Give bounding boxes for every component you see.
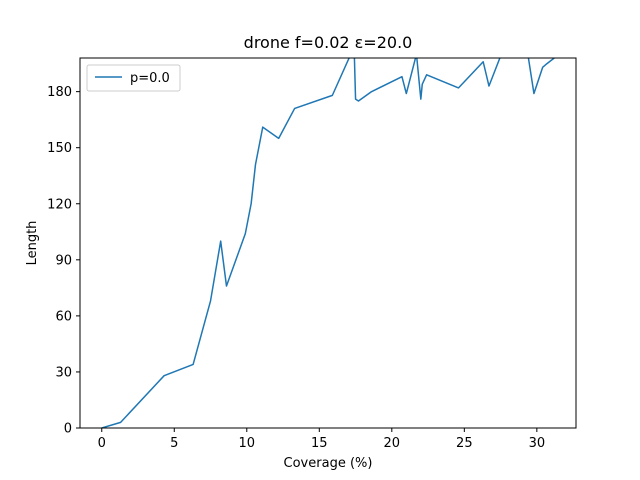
legend-box: [86, 64, 181, 92]
legend: p=0.0: [86, 64, 181, 92]
x-axis-label: Coverage (%): [284, 456, 373, 471]
data-point: [278, 137, 280, 139]
series-line-p-0-0: [101, 58, 555, 428]
data-point: [225, 285, 227, 287]
plot-frame: [79, 57, 577, 429]
data-point: [533, 93, 535, 95]
data-point: [416, 54, 417, 55]
data-point: [244, 233, 246, 235]
y-axis-label: Length: [25, 221, 40, 266]
data-point: [421, 83, 423, 85]
x-tick-label: 15: [311, 436, 328, 451]
y-tick-label: 90: [55, 253, 72, 268]
data-point: [522, 56, 523, 57]
y-tick-label: 120: [47, 197, 72, 212]
data-point: [120, 421, 122, 423]
y-tick-label: 0: [64, 422, 72, 437]
data-point: [458, 87, 460, 89]
y-tick-label: 180: [47, 85, 72, 100]
legend-label: p=0.0: [130, 71, 170, 86]
data-point: [331, 94, 333, 96]
data-point: [163, 375, 165, 377]
data-point: [542, 66, 544, 68]
data-point: [426, 74, 428, 76]
data-point: [262, 126, 264, 128]
data-point: [192, 363, 194, 365]
x-tick-label: 5: [170, 436, 178, 451]
data-point: [488, 85, 490, 87]
data-point: [220, 240, 222, 242]
data-point: [420, 98, 422, 100]
x-tick-label: 10: [239, 436, 256, 451]
chart-title: drone f=0.02 ε=20.0: [244, 33, 413, 52]
data-point: [250, 203, 252, 205]
y-tick-label: 30: [55, 365, 72, 380]
data-point: [546, 63, 548, 65]
data-point: [502, 52, 503, 53]
x-tick-label: 30: [529, 436, 546, 451]
data-point: [526, 46, 527, 47]
data-point: [355, 98, 357, 100]
data-point: [482, 61, 484, 63]
y-tick-label: 150: [47, 141, 72, 156]
data-point: [210, 300, 212, 302]
x-tick-label: 25: [456, 436, 473, 451]
data-point: [357, 100, 359, 102]
data-point: [254, 164, 256, 166]
x-tick-label: 0: [98, 436, 106, 451]
y-tick-label: 60: [55, 309, 72, 324]
data-point: [405, 93, 407, 95]
x-tick-label: 20: [384, 436, 401, 451]
data-point: [371, 91, 373, 93]
data-point: [401, 76, 403, 78]
data-point: [294, 107, 296, 109]
data-point: [520, 43, 521, 44]
